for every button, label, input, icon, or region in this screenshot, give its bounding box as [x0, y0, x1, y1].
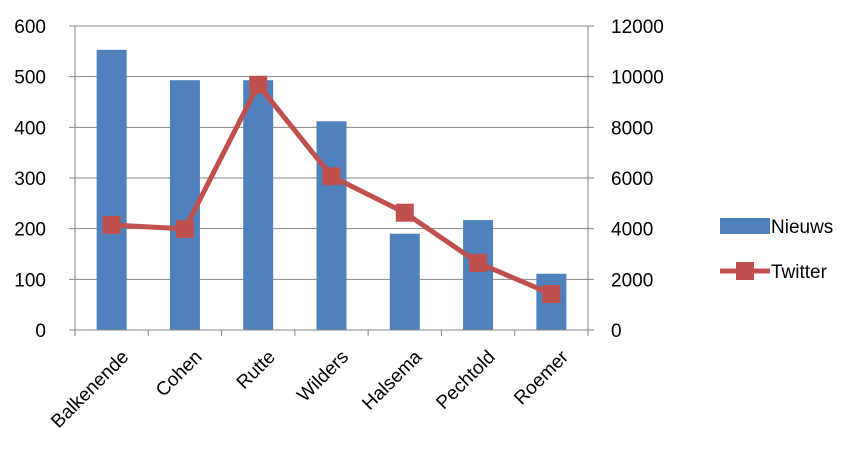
left-tick-label: 100: [14, 270, 46, 291]
legend: Nieuws Twitter: [720, 217, 833, 283]
twitter-point-balkenende: [102, 215, 121, 234]
twitter-point-halsema: [395, 203, 414, 222]
bar-halsema: [389, 233, 420, 330]
left-tick-label: 500: [14, 68, 46, 89]
right-tick-label: 0: [611, 321, 622, 342]
right-axis-ticks: 0 2000 4000 6000 8000 10000 12000: [611, 17, 664, 342]
bar-series-nieuws: [96, 49, 567, 331]
twitter-point-rutte: [249, 75, 268, 94]
category-label-rutte: Rutte: [233, 347, 280, 394]
category-label-pechtold: Pechtold: [432, 347, 499, 414]
line-series-twitter: [102, 75, 561, 304]
legend-marker-twitter: [736, 262, 754, 280]
left-axis-ticks: 0 100 200 300 400 500 600: [14, 17, 46, 342]
bar-pechtold: [463, 220, 494, 330]
right-tick-label: 6000: [611, 169, 653, 190]
legend-swatch-nieuws: [720, 218, 770, 234]
left-tick-label: 600: [14, 17, 46, 38]
category-label-cohen: Cohen: [152, 347, 206, 401]
left-tick-label: 300: [14, 169, 46, 190]
legend-label-nieuws: Nieuws: [771, 217, 833, 238]
bar-rutte: [243, 80, 274, 330]
twitter-point-cohen: [175, 219, 194, 238]
category-label-roemer: Roemer: [510, 346, 573, 409]
legend-label-twitter: Twitter: [771, 262, 828, 283]
category-label-balkenende: Balkenende: [47, 347, 133, 433]
left-tick-label: 400: [14, 118, 46, 139]
twitter-point-roemer: [542, 285, 561, 304]
category-label-wilders: Wilders: [293, 347, 353, 407]
right-tick-label: 2000: [611, 270, 653, 291]
category-labels: Balkenende Cohen Rutte Wilders Halsema Pechto…: [47, 346, 573, 432]
right-tick-label: 8000: [611, 118, 653, 139]
twitter-point-pechtold: [469, 253, 488, 272]
left-tick-label: 200: [14, 220, 46, 241]
category-label-halsema: Halsema: [358, 346, 426, 414]
axes: [69, 25, 594, 336]
right-tick-label: 12000: [611, 17, 664, 38]
left-tick-label: 0: [35, 321, 46, 342]
bar-balkenende: [96, 49, 127, 331]
twitter-point-wilders: [322, 167, 341, 186]
right-tick-label: 4000: [611, 220, 653, 241]
right-tick-label: 10000: [611, 68, 664, 89]
bar-wilders: [316, 121, 347, 331]
